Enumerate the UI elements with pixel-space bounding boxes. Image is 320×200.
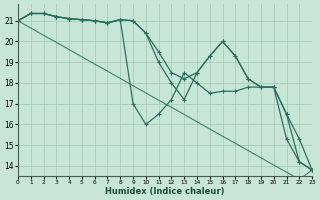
X-axis label: Humidex (Indice chaleur): Humidex (Indice chaleur) [105,187,225,196]
